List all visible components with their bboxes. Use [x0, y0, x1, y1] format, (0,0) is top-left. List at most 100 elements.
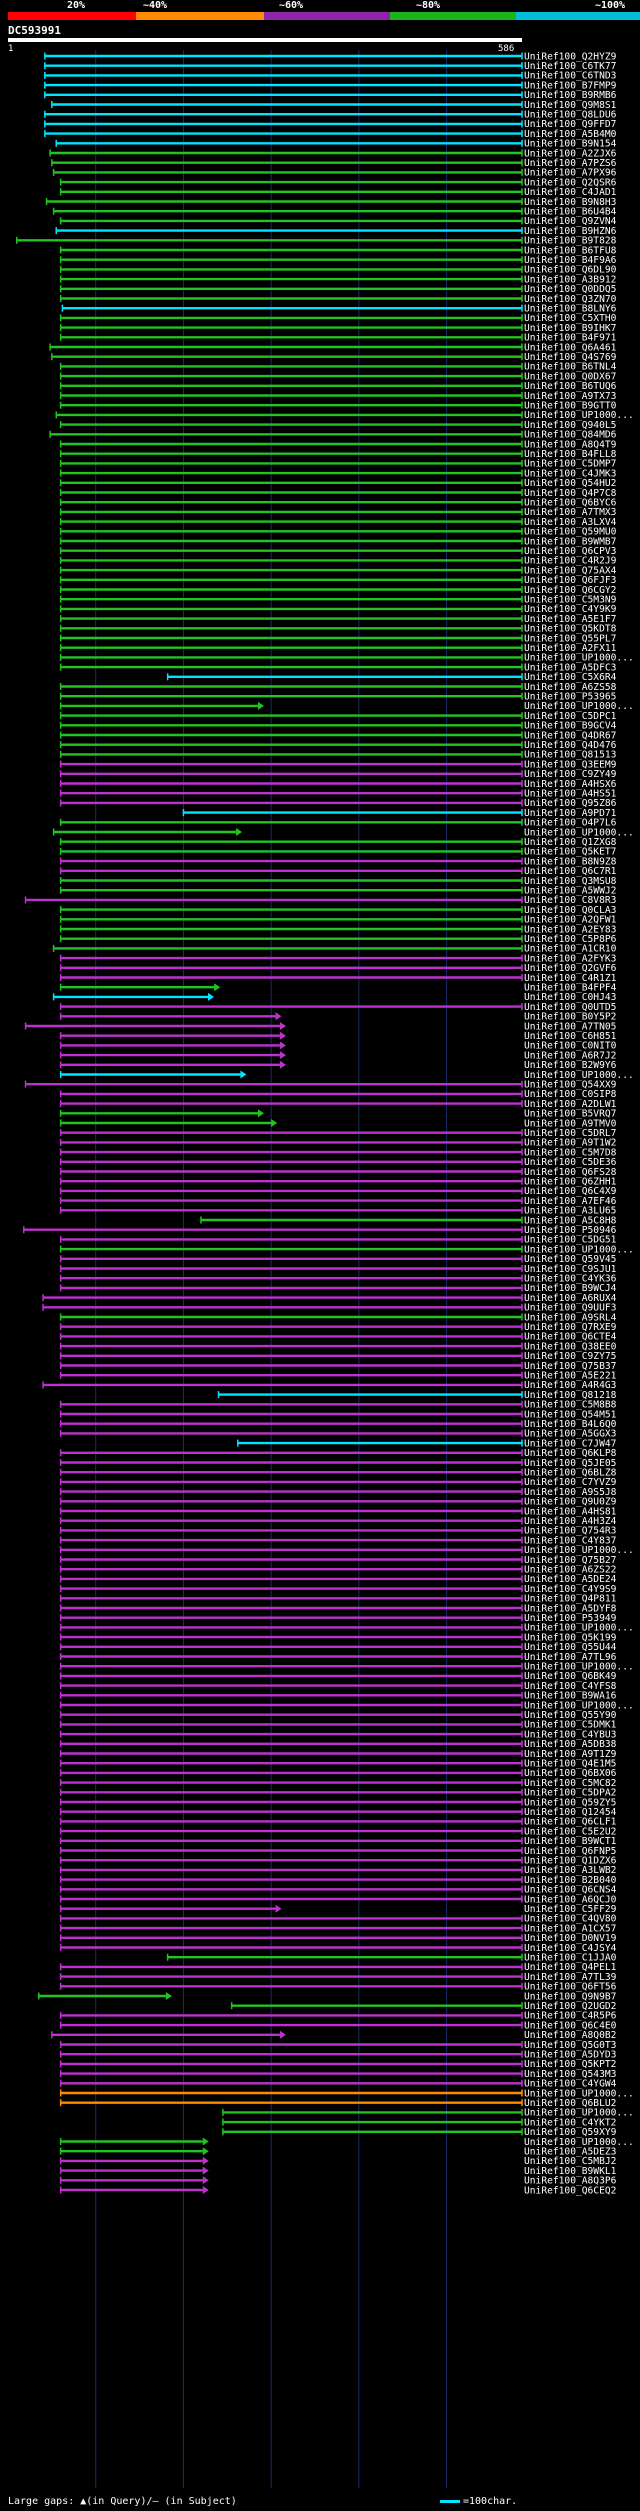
hit-label[interactable]: UniRef100_Q6BYC6 — [524, 498, 617, 509]
hit-label[interactable]: UniRef100_Q6KLP8 — [524, 1448, 617, 1459]
hit-label[interactable]: UniRef100_C4QV80 — [524, 1914, 617, 1925]
hit-label[interactable]: UniRef100_C5X6R4 — [524, 672, 617, 683]
hit-label[interactable]: UniRef100_B9N154 — [524, 139, 617, 150]
hit-label[interactable]: UniRef100_B9N8H3 — [524, 197, 617, 208]
hit-label[interactable]: UniRef100_Q0DX67 — [524, 371, 617, 382]
hit-label[interactable]: UniRef100_B4F9A6 — [524, 255, 617, 266]
hit-label[interactable]: UniRef100_Q4S769 — [524, 352, 617, 363]
hit-label[interactable]: UniRef100_Q4P7C8 — [524, 488, 617, 499]
hit-label[interactable]: UniRef100_A5DFC3 — [524, 662, 617, 673]
hit-label[interactable]: UniRef100_Q7RXE9 — [524, 1322, 617, 1333]
hit-label[interactable]: UniRef100_P50946 — [524, 1225, 617, 1236]
hit-label[interactable]: UniRef100_Q8LDU6 — [524, 110, 617, 121]
hit-label[interactable]: UniRef100_A4R4G3 — [524, 1380, 617, 1391]
hit-label[interactable]: UniRef100_Q2HYZ9 — [524, 51, 617, 62]
hit-label[interactable]: UniRef100_C5E2U2 — [524, 1826, 616, 1837]
hit-label[interactable]: UniRef100_A5GGX3 — [524, 1429, 617, 1440]
hit-label[interactable]: UniRef100_UP1000... — [524, 1700, 634, 1711]
hit-label[interactable]: UniRef100_Q6CEQ2 — [524, 2185, 616, 2196]
hit-label[interactable]: UniRef100_Q6C7R1 — [524, 866, 617, 877]
hit-label[interactable]: UniRef100_A5E221 — [524, 1371, 617, 1382]
hit-label[interactable]: UniRef100_A2ZJX6 — [524, 148, 617, 159]
hit-label[interactable]: UniRef100_A6ZS58 — [524, 682, 617, 693]
hit-label[interactable]: UniRef100_Q6BLZ8 — [524, 1468, 617, 1479]
hit-label[interactable]: UniRef100_Q12454 — [524, 1807, 617, 1818]
hit-label[interactable]: UniRef100_B6TUQ6 — [524, 381, 617, 392]
hit-label[interactable]: UniRef100_A4HS51 — [524, 789, 617, 800]
hit-label[interactable]: UniRef100_UP1000... — [524, 1244, 634, 1255]
hit-label[interactable]: UniRef100_Q4D476 — [524, 740, 617, 751]
hit-label[interactable]: UniRef100_A1CR10 — [524, 944, 617, 955]
hit-label[interactable]: UniRef100_D0NV19 — [524, 1933, 617, 1944]
hit-label[interactable]: UniRef100_B8LNY6 — [524, 304, 617, 315]
hit-label[interactable]: UniRef100_B9RMB6 — [524, 90, 617, 101]
hit-label[interactable]: UniRef100_Q4PEL1 — [524, 1962, 617, 1973]
hit-label[interactable]: UniRef100_A5DEZ3 — [524, 2147, 617, 2158]
hit-label[interactable]: UniRef100_A7TN05 — [524, 1021, 616, 1032]
hit-label[interactable]: UniRef100_C5FF29 — [524, 1904, 617, 1915]
hit-label[interactable]: UniRef100_Q1DZX6 — [524, 1856, 617, 1867]
hit-label[interactable]: UniRef100_Q6FS28 — [524, 1167, 617, 1178]
hit-label[interactable]: UniRef100_Q3ZN70 — [524, 294, 617, 305]
hit-label[interactable]: UniRef100_Q81513 — [524, 750, 617, 761]
hit-label[interactable]: UniRef100_Q84MD6 — [524, 430, 617, 441]
hit-label[interactable]: UniRef100_C5DMP7 — [524, 459, 617, 470]
hit-label[interactable]: UniRef100_Q54HU2 — [524, 478, 616, 489]
hit-label[interactable]: UniRef100_Q95Z86 — [524, 798, 617, 809]
hit-label[interactable]: UniRef100_A7TL39 — [524, 1972, 617, 1983]
hit-label[interactable]: UniRef100_Q3EEM9 — [524, 759, 617, 770]
hit-label[interactable]: UniRef100_Q543M3 — [524, 2069, 617, 2080]
hit-label[interactable]: UniRef100_B9HZN6 — [524, 226, 617, 237]
hit-label[interactable]: UniRef100_A8Q3P6 — [524, 2176, 617, 2187]
hit-label[interactable]: UniRef100_A3LU65 — [524, 1206, 616, 1217]
hit-label[interactable]: UniRef100_Q5KDT8 — [524, 624, 617, 635]
hit-label[interactable]: UniRef100_C5M7D8 — [524, 1147, 617, 1158]
hit-label[interactable]: UniRef100_A5DB38 — [524, 1739, 617, 1750]
hit-label[interactable]: UniRef100_B9WMB7 — [524, 536, 617, 547]
hit-label[interactable]: UniRef100_C9ZY49 — [524, 769, 617, 780]
hit-label[interactable]: UniRef100_Q6CPV3 — [524, 546, 617, 557]
hit-label[interactable]: UniRef100_Q55U44 — [524, 1642, 617, 1653]
hit-label[interactable]: UniRef100_Q6DL90 — [524, 265, 617, 276]
hit-label[interactable]: UniRef100_C0NIT0 — [524, 1041, 617, 1052]
hit-label[interactable]: UniRef100_C4Y9K9 — [524, 604, 617, 615]
hit-label[interactable]: UniRef100_C5MC82 — [524, 1778, 616, 1789]
hit-label[interactable]: UniRef100_Q75B37 — [524, 1361, 617, 1372]
hit-label[interactable]: UniRef100_A7TMX3 — [524, 507, 617, 518]
hit-label[interactable]: UniRef100_A7PX96 — [524, 168, 617, 179]
hit-label[interactable]: UniRef100_B2W9Y6 — [524, 1060, 617, 1071]
hit-label[interactable]: UniRef100_B7FMP9 — [524, 80, 617, 91]
hit-label[interactable]: UniRef100_Q5JE05 — [524, 1458, 616, 1469]
hit-label[interactable]: UniRef100_A4HS81 — [524, 1506, 617, 1517]
hit-label[interactable]: UniRef100_B4FLL8 — [524, 449, 617, 460]
hit-label[interactable]: UniRef100_Q59MU0 — [524, 527, 617, 538]
hit-label[interactable]: UniRef100_Q6CTE4 — [524, 1332, 617, 1343]
hit-label[interactable]: UniRef100_Q6BK49 — [524, 1671, 617, 1682]
hit-label[interactable]: UniRef100_C4R1Z1 — [524, 973, 617, 984]
hit-label[interactable]: UniRef100_A6ZS22 — [524, 1565, 616, 1576]
hit-label[interactable]: UniRef100_Q9UUF3 — [524, 1303, 617, 1314]
hit-label[interactable]: UniRef100_C0SIP8 — [524, 1089, 617, 1100]
hit-label[interactable]: UniRef100_A3LWB2 — [524, 1865, 616, 1876]
hit-label[interactable]: UniRef100_Q59ZY5 — [524, 1797, 616, 1808]
hit-label[interactable]: UniRef100_C5M3N9 — [524, 595, 617, 606]
hit-label[interactable]: UniRef100_Q0CLA3 — [524, 905, 617, 916]
hit-label[interactable]: UniRef100_Q6CGY2 — [524, 585, 616, 596]
hit-label[interactable]: UniRef100_A5B4M0 — [524, 129, 617, 140]
hit-label[interactable]: UniRef100_C7YVZ9 — [524, 1477, 617, 1488]
hit-label[interactable]: UniRef100_B0Y5P2 — [524, 1012, 616, 1023]
hit-label[interactable]: UniRef100_B4FPF4 — [524, 983, 617, 994]
hit-label[interactable]: UniRef100_Q6BLU2 — [524, 2098, 616, 2109]
hit-label[interactable]: UniRef100_C5DMK1 — [524, 1720, 617, 1731]
hit-label[interactable]: UniRef100_Q0UTD5 — [524, 1002, 616, 1013]
hit-label[interactable]: UniRef100_C9SJU1 — [524, 1264, 617, 1275]
hit-label[interactable]: UniRef100_P53965 — [524, 692, 616, 703]
hit-label[interactable]: UniRef100_Q5G0T3 — [524, 2040, 617, 2051]
hit-label[interactable]: UniRef100_A9SRL4 — [524, 1312, 617, 1323]
hit-label[interactable]: UniRef100_C4YK36 — [524, 1274, 617, 1285]
hit-label[interactable]: UniRef100_A9TX73 — [524, 391, 617, 402]
hit-label[interactable]: UniRef100_A8Q4T9 — [524, 439, 617, 450]
hit-label[interactable]: UniRef100_A2EY83 — [524, 924, 617, 935]
hit-label[interactable]: UniRef100_C4YBU3 — [524, 1729, 617, 1740]
hit-label[interactable]: UniRef100_C4Y9S9 — [524, 1584, 617, 1595]
